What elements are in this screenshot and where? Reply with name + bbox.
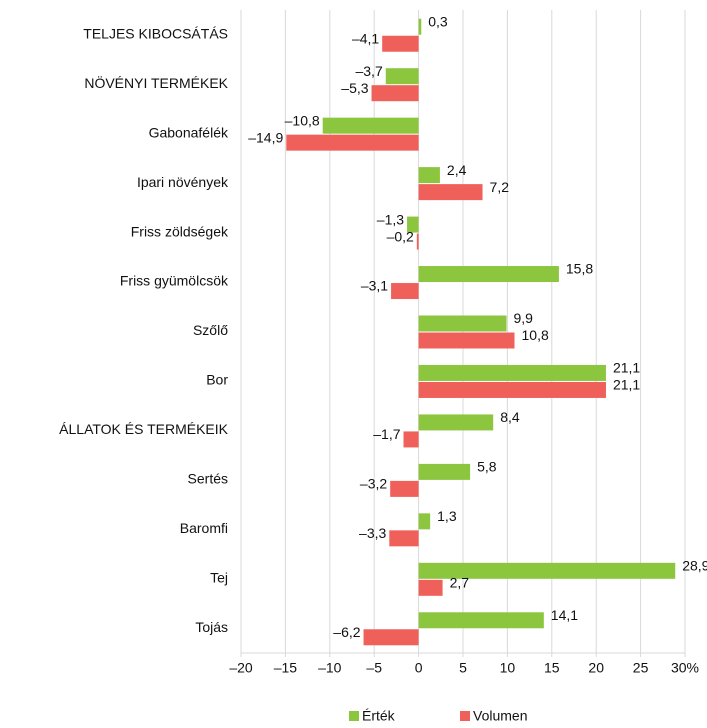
data-label: 7,2	[490, 179, 510, 195]
bar	[418, 414, 494, 431]
bar	[416, 233, 419, 250]
bar	[418, 579, 443, 596]
legend-swatch	[460, 711, 470, 721]
x-tick-label: 15	[544, 660, 560, 676]
bar	[418, 167, 440, 184]
x-tick-label: –5	[366, 660, 382, 676]
data-label: 1,3	[437, 508, 457, 524]
data-label: –1,7	[373, 426, 400, 442]
category-label: Bor	[206, 372, 228, 388]
bar	[403, 431, 419, 448]
bar	[363, 629, 419, 646]
data-label: 21,1	[613, 377, 640, 393]
bar	[418, 184, 483, 201]
x-tick-label: –20	[229, 660, 253, 676]
bar	[389, 530, 419, 547]
bar	[418, 315, 507, 332]
category-label: Baromfi	[180, 520, 228, 536]
legend-label: Érték	[362, 708, 396, 724]
data-label: 28,9	[682, 558, 707, 574]
data-label: –1,3	[377, 211, 404, 227]
bar	[418, 18, 422, 35]
x-tick-label: 25	[633, 660, 649, 676]
bar	[418, 381, 606, 398]
bar	[418, 562, 676, 579]
data-label: 0,3	[428, 13, 448, 29]
x-tick-label: 20	[588, 660, 604, 676]
bar	[418, 332, 515, 349]
data-label: –0,2	[387, 228, 414, 244]
bar	[371, 85, 419, 102]
bar	[418, 266, 559, 283]
bar	[418, 364, 606, 381]
data-label: 2,4	[447, 162, 467, 178]
category-label: Szőlő	[193, 322, 228, 338]
x-tick-label: 10	[500, 660, 516, 676]
data-label: 14,1	[551, 607, 578, 623]
category-label: Tojás	[195, 619, 228, 635]
data-label: 5,8	[477, 459, 497, 475]
bar	[391, 283, 419, 300]
data-label: 21,1	[613, 360, 640, 376]
category-label: Friss gyümölcsök	[120, 273, 229, 289]
bar	[418, 612, 544, 629]
bar	[286, 134, 419, 151]
legend-label: Volumen	[473, 708, 527, 724]
data-label: –5,3	[341, 80, 368, 96]
category-label: TELJES KIBOCSÁTÁS	[83, 25, 228, 41]
bar	[418, 513, 431, 530]
data-label: –10,8	[285, 112, 320, 128]
data-label: 8,4	[500, 409, 520, 425]
x-tick-label: 0	[415, 660, 423, 676]
data-label: 10,8	[522, 327, 549, 343]
category-label: ÁLLATOK ÉS TERMÉKEIK	[59, 421, 229, 437]
bar	[390, 480, 419, 497]
bar	[407, 216, 419, 233]
bar	[322, 117, 419, 134]
data-label: 15,8	[566, 261, 593, 277]
data-label: –14,9	[248, 129, 283, 145]
data-label: 2,7	[450, 575, 470, 591]
x-tick-label: 30%	[671, 660, 699, 676]
category-label: Tej	[210, 570, 228, 586]
data-label: –3,2	[360, 476, 387, 492]
x-tick-label: –15	[274, 660, 298, 676]
bar	[418, 463, 471, 480]
data-label: –4,1	[352, 30, 379, 46]
legend-swatch	[349, 711, 359, 721]
category-label: NÖVÉNYI TERMÉKEK	[84, 74, 228, 91]
data-label: –3,7	[355, 63, 382, 79]
data-label: –3,3	[359, 525, 386, 541]
data-label: –3,1	[361, 278, 388, 294]
x-tick-label: –10	[318, 660, 342, 676]
category-label: Ipari növények	[137, 174, 229, 190]
bar	[385, 68, 419, 85]
bar	[382, 35, 419, 52]
data-label: –6,2	[333, 624, 360, 640]
data-label: 9,9	[514, 310, 534, 326]
category-label: Friss zöldségek	[131, 223, 229, 239]
x-tick-label: 5	[459, 660, 467, 676]
category-label: Gabonafélék	[149, 124, 229, 140]
category-label: Sertés	[188, 471, 228, 487]
